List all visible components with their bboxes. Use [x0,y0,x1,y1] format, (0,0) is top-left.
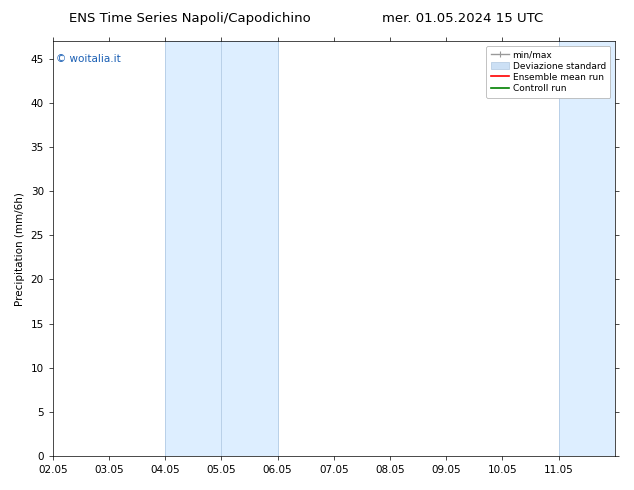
Text: © woitalia.it: © woitalia.it [56,54,120,64]
Legend: min/max, Deviazione standard, Ensemble mean run, Controll run: min/max, Deviazione standard, Ensemble m… [486,46,611,98]
Bar [165,41,278,456]
Text: mer. 01.05.2024 15 UTC: mer. 01.05.2024 15 UTC [382,12,543,25]
Y-axis label: Precipitation (mm/6h): Precipitation (mm/6h) [15,192,25,306]
Text: ENS Time Series Napoli/Capodichino: ENS Time Series Napoli/Capodichino [69,12,311,25]
Bar [559,41,615,456]
